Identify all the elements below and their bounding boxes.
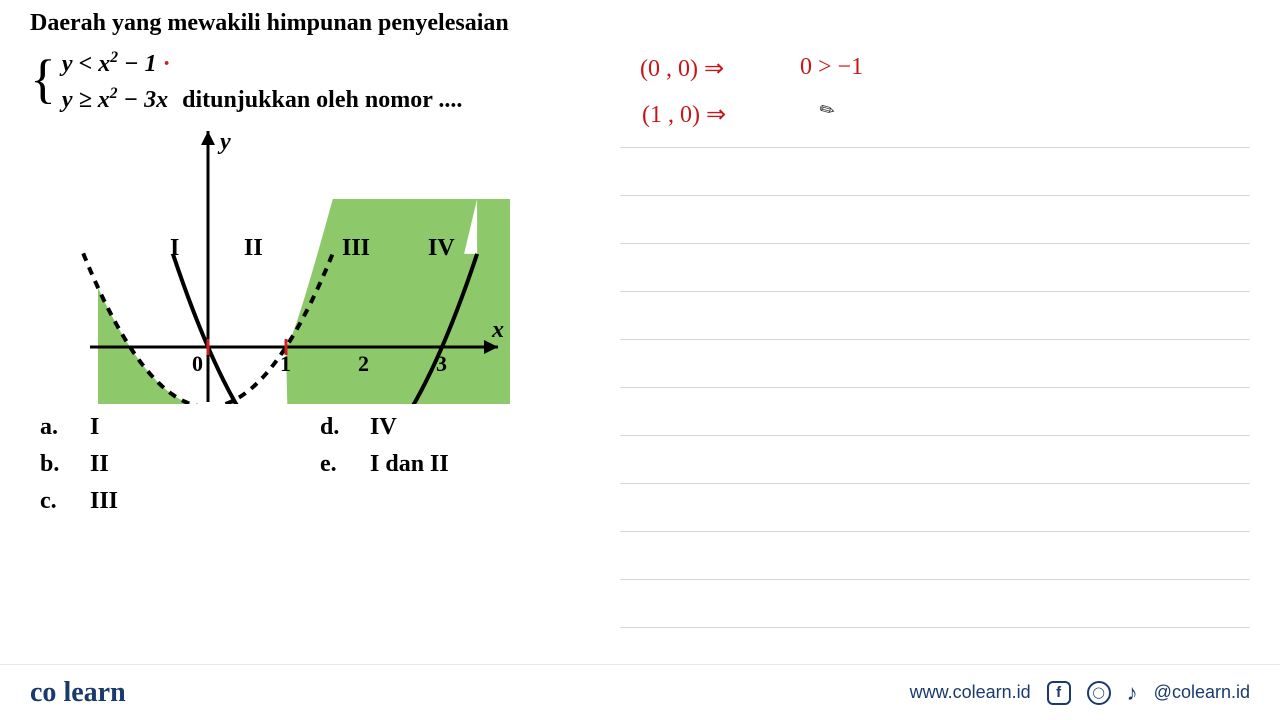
option-c[interactable]: III — [90, 488, 320, 515]
svg-text:2: 2 — [358, 351, 369, 376]
option-b-label: b. — [40, 451, 90, 478]
graph-figure: 0123yxIIIIIIIV — [50, 119, 510, 404]
answer-options: a.I d.IV b.II e.I dan II c.III — [30, 414, 600, 515]
footer-handle[interactable]: @colearn.id — [1154, 682, 1250, 703]
svg-text:II: II — [244, 235, 263, 261]
svg-text:y: y — [217, 129, 231, 155]
instagram-icon[interactable]: ◯ — [1087, 681, 1111, 705]
notes-panel: (0 , 0) ⇒ 0 > −1 (1 , 0) ⇒ ✎ — [620, 0, 1280, 660]
option-b[interactable]: II — [90, 451, 320, 478]
svg-text:I: I — [170, 235, 179, 261]
footer: co learn www.colearn.id f ◯ ♪ @colearn.i… — [0, 664, 1280, 720]
tiktok-icon[interactable]: ♪ — [1127, 680, 1138, 706]
svg-text:IV: IV — [428, 235, 455, 261]
facebook-icon[interactable]: f — [1047, 681, 1071, 705]
inequality-2: y ≥ x2 − 3x ditunjukkan oleh nomor .... — [62, 79, 462, 115]
svg-text:III: III — [342, 235, 370, 261]
brand-logo: co learn — [30, 677, 126, 709]
option-c-label: c. — [40, 488, 90, 515]
ruled-lines — [620, 100, 1250, 628]
annotation-result-1: 0 > −1 — [800, 54, 863, 81]
inequality-1: y < x2 − 1· — [62, 43, 462, 79]
footer-url[interactable]: www.colearn.id — [910, 682, 1031, 703]
option-a-label: a. — [40, 414, 90, 441]
svg-text:x: x — [491, 317, 504, 343]
annotation-point-1: (0 , 0) ⇒ — [640, 54, 724, 83]
option-d[interactable]: IV — [370, 414, 600, 441]
option-d-label: d. — [320, 414, 370, 441]
option-e-label: e. — [320, 451, 370, 478]
svg-text:3: 3 — [436, 351, 447, 376]
option-a[interactable]: I — [90, 414, 320, 441]
system-of-inequalities: { y < x2 − 1· y ≥ x2 − 3x ditunjukkan ol… — [30, 43, 600, 115]
svg-text:0: 0 — [192, 351, 203, 376]
curly-brace: { — [30, 54, 56, 104]
option-e[interactable]: I dan II — [370, 451, 600, 478]
question-prompt: Daerah yang mewakili himpunan penyelesai… — [30, 10, 600, 37]
